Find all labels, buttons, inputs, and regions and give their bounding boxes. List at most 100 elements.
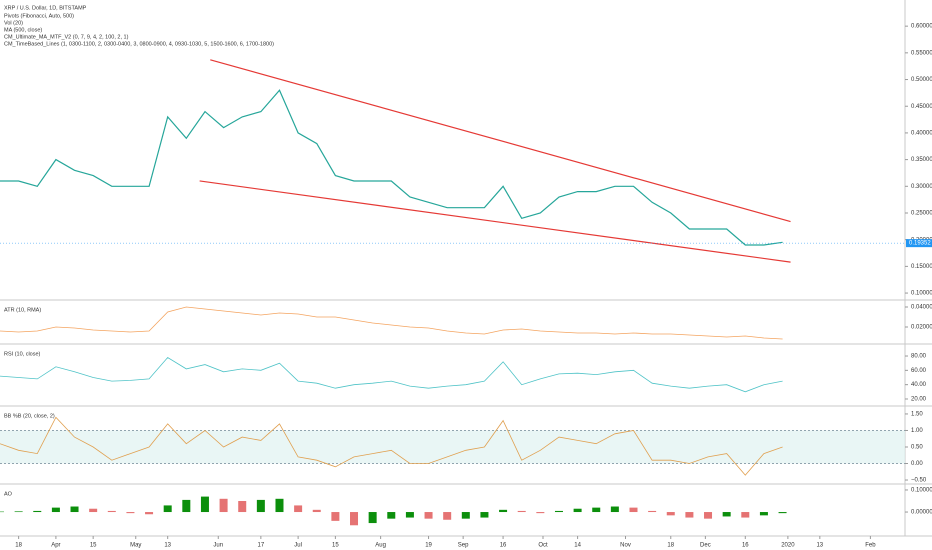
bar (629, 507, 638, 513)
bar (610, 506, 619, 513)
bar (648, 510, 657, 513)
trendline (199, 180, 791, 263)
x-tick-label: Apr (51, 543, 60, 549)
x-tick-label: 16 (742, 543, 749, 549)
x-tick-label: 13 (816, 543, 823, 549)
y-tick-label: 0.45000 (911, 104, 932, 110)
x-tick-label: 18 (15, 543, 22, 549)
bar (219, 498, 228, 513)
bar (294, 505, 303, 513)
bar (51, 507, 60, 513)
study-label: Vol (20) (4, 20, 23, 26)
y-tick-label: 0.50 (911, 445, 923, 451)
x-tick-label: 15 (332, 543, 339, 549)
bar (666, 512, 675, 516)
bar (778, 512, 787, 514)
y-tick-label: 80.00 (911, 354, 927, 360)
x-tick-label: Sep (458, 543, 469, 549)
bar (517, 510, 526, 513)
series-line (0, 89, 783, 246)
bar (145, 512, 154, 515)
y-tick-label: 40.00 (911, 382, 927, 388)
x-tick-label: Nov (620, 543, 631, 549)
bar (592, 507, 601, 513)
bar (107, 510, 116, 513)
bar (238, 501, 247, 513)
y-tick-label: 0.10000 (911, 291, 932, 297)
y-tick-label: 0.04000 (911, 305, 932, 311)
pane-title: RSI (10, close) (4, 351, 41, 357)
series-line (0, 416, 783, 476)
bar (350, 512, 359, 526)
study-label: CM_TimeBased_Lines (1, 0300-1100, 2, 030… (4, 41, 274, 47)
y-tick-label: 0.30000 (911, 184, 932, 190)
y-tick-label: 20.00 (911, 397, 927, 403)
bar (554, 510, 563, 513)
bar (405, 512, 414, 518)
bar (685, 512, 694, 518)
x-tick-label: May (130, 543, 141, 549)
bar (331, 512, 340, 521)
x-tick-label: Oct (538, 543, 548, 549)
x-tick-label: 17 (258, 543, 265, 549)
symbol-title: XRP / U.S. Dollar, 1D, BITSTAMP (4, 5, 87, 11)
bar (741, 512, 750, 518)
bar (126, 512, 135, 514)
y-tick-label: 0.25000 (911, 211, 932, 217)
x-tick-label: 16 (500, 543, 507, 549)
y-tick-label: 0.10000 (911, 488, 932, 494)
bar (573, 508, 582, 513)
x-tick-label: Dec (700, 543, 711, 549)
bar (536, 512, 545, 514)
x-tick-label: 2020 (781, 543, 795, 549)
y-tick-label: 60.00 (911, 368, 927, 374)
bar (480, 512, 489, 518)
bar (387, 512, 396, 519)
y-tick-label: −0.50 (911, 478, 927, 484)
bar (461, 512, 470, 519)
x-tick-label: 19 (425, 543, 432, 549)
bar (368, 512, 377, 524)
bar (163, 505, 172, 513)
band (0, 430, 905, 464)
study-label: Pivots (Fibonacci, Auto, 500) (4, 13, 74, 19)
x-tick-label: Jun (213, 543, 223, 549)
bar (424, 512, 433, 519)
bar (14, 511, 23, 513)
y-tick-label: 0.00000 (911, 510, 932, 516)
trendline (210, 59, 791, 223)
bar (182, 499, 191, 513)
last-price-box (906, 239, 932, 248)
pane-title: ATR (10, RMA) (4, 307, 41, 313)
study-label: CM_Ultimate_MA_MTF_V2 (0, 7, 9, 4, 2, 10… (4, 34, 129, 40)
series-line (0, 356, 783, 393)
bar (704, 512, 713, 519)
pane-title: AO (4, 491, 13, 497)
bar (70, 506, 79, 513)
x-tick-label: Feb (865, 543, 876, 549)
x-tick-label: 15 (90, 543, 97, 549)
x-tick-label: 14 (574, 543, 581, 549)
y-tick-label: 1.00 (911, 428, 923, 434)
bar (759, 512, 768, 516)
y-tick-label: 0.15000 (911, 264, 932, 270)
y-tick-label: 0.40000 (911, 130, 932, 136)
y-tick-label: 0.55000 (911, 50, 932, 56)
bar (200, 496, 209, 513)
bar (33, 510, 42, 513)
bar (499, 509, 508, 513)
y-tick-label: 0.35000 (911, 157, 932, 163)
x-tick-label: 13 (164, 543, 171, 549)
bar (312, 509, 321, 513)
x-tick-label: Jul (294, 543, 302, 549)
y-tick-label: 1.50 (911, 412, 923, 418)
x-tick-label: Aug (375, 543, 386, 549)
y-tick-label: 0.00 (911, 461, 923, 467)
bar (0, 511, 4, 513)
series-line (0, 306, 783, 340)
y-tick-label: 0.50000 (911, 77, 932, 83)
bar (275, 498, 284, 513)
y-tick-label: 0.02000 (911, 325, 932, 331)
